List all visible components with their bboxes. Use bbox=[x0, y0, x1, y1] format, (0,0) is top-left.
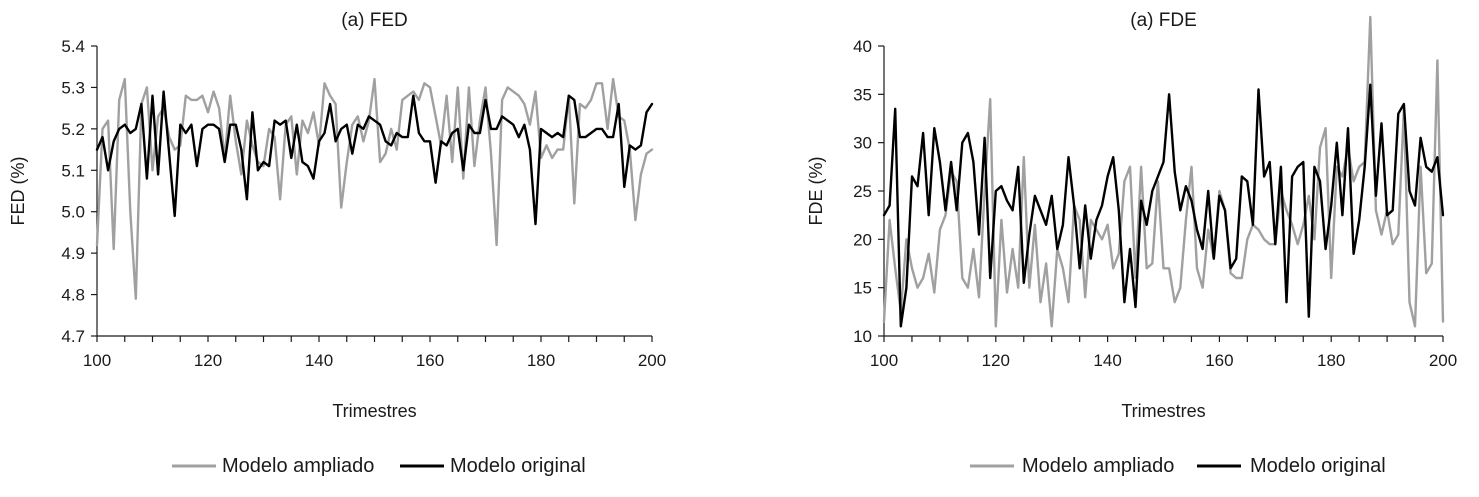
y-tick-label: 35 bbox=[853, 85, 872, 104]
y-tick-label: 4.9 bbox=[61, 244, 85, 263]
y-tick-label: 20 bbox=[853, 230, 872, 249]
x-tick-label: 120 bbox=[982, 351, 1010, 370]
x-tick-label: 200 bbox=[1429, 351, 1457, 370]
x-tick-label: 100 bbox=[870, 351, 898, 370]
x-tick-label: 100 bbox=[83, 351, 111, 370]
y-tick-label: 4.8 bbox=[61, 286, 85, 305]
y-axis-title: FDE (%) bbox=[806, 157, 826, 226]
x-tick-label: 200 bbox=[638, 351, 666, 370]
chart-title: (a) FDE bbox=[1130, 10, 1197, 31]
y-tick-label: 5.3 bbox=[61, 78, 85, 97]
y-tick-label: 4.7 bbox=[61, 327, 85, 346]
series-line-modelo-ampliado bbox=[882, 15, 1445, 328]
y-tick-label: 5.2 bbox=[61, 120, 85, 139]
y-axis-title: FED (%) bbox=[8, 157, 28, 226]
x-tick-label: 140 bbox=[1093, 351, 1121, 370]
x-tick-label: 140 bbox=[305, 351, 333, 370]
chart-title: (a) FED bbox=[341, 10, 408, 31]
series-line-modelo-ampliado bbox=[95, 77, 654, 300]
y-tick-label: 5.1 bbox=[61, 161, 85, 180]
y-tick-label: 30 bbox=[853, 134, 872, 153]
chart-fde: (a) FDE 10 15 20 25 30 35 40 100 120 140 160 180 200 T… bbox=[806, 10, 1457, 477]
y-tick-label: 40 bbox=[853, 37, 872, 56]
x-tick-label: 160 bbox=[1205, 351, 1233, 370]
legend-label: Modelo original bbox=[1250, 455, 1386, 477]
y-tick-label: 5.0 bbox=[61, 203, 85, 222]
legend-label: Modelo ampliado bbox=[1022, 455, 1174, 477]
y-tick-label: 5.4 bbox=[61, 37, 85, 56]
x-axis-title: Trimestres bbox=[1121, 401, 1205, 421]
legend-label: Modelo original bbox=[450, 455, 586, 477]
series-line-modelo-original bbox=[95, 90, 654, 226]
y-tick-label: 25 bbox=[853, 182, 872, 201]
y-tick-label: 10 bbox=[853, 327, 872, 346]
chart-fed: (a) FED 4.7 4.8 4.9 5.0 5.1 5.2 5.3 5.4 100 120 140… bbox=[8, 10, 666, 477]
x-tick-label: 160 bbox=[416, 351, 444, 370]
series-line-modelo-original bbox=[882, 83, 1445, 328]
x-tick-label: 180 bbox=[1317, 351, 1345, 370]
legend-label: Modelo ampliado bbox=[222, 455, 374, 477]
x-axis-title: Trimestres bbox=[332, 401, 416, 421]
y-tick-label: 15 bbox=[853, 279, 872, 298]
x-tick-label: 180 bbox=[527, 351, 555, 370]
x-tick-label: 120 bbox=[194, 351, 222, 370]
